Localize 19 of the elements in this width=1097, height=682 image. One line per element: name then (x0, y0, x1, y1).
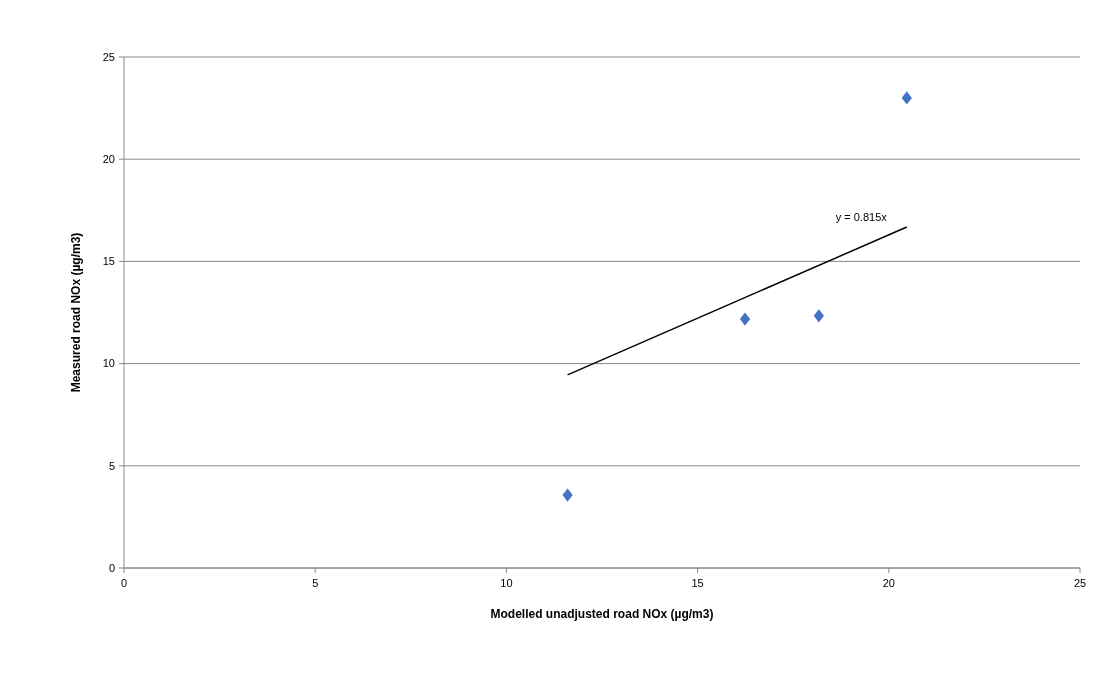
point (901, 91, 912, 105)
x-axis-title: Modelled unadjusted road NOx (µg/m3) (490, 607, 714, 621)
y-tick-label: 25 (102, 50, 115, 63)
x-tick-label: 5 (312, 577, 319, 589)
x-tick-label: 15 (691, 577, 704, 589)
x-tick-label: 20 (882, 577, 895, 589)
y-tick-label: 15 (102, 255, 115, 268)
point (739, 312, 751, 326)
y-tick-label: 20 (102, 153, 115, 166)
point (813, 309, 824, 323)
x-tick-label: 0 (120, 577, 128, 589)
point (562, 488, 573, 502)
x-tick-label: 10 (500, 577, 513, 589)
y-tick-label: 5 (108, 459, 115, 472)
x-tick-label: 25 (1073, 577, 1087, 589)
y-tick-label: 10 (102, 357, 115, 370)
y-tick-label: 0 (108, 561, 115, 574)
annotation: y = 0.815x (835, 211, 888, 224)
y-axis-title: Measured road NOx (µg/m3) (69, 232, 83, 393)
